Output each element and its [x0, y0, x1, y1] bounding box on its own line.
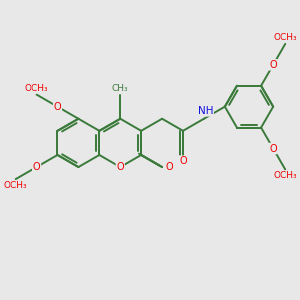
- Text: CH₃: CH₃: [112, 84, 129, 93]
- Text: OCH₃: OCH₃: [273, 33, 297, 42]
- Text: O: O: [116, 162, 124, 172]
- Text: OCH₃: OCH₃: [25, 84, 48, 93]
- Text: O: O: [269, 143, 277, 154]
- Text: NH: NH: [198, 106, 213, 116]
- Text: OCH₃: OCH₃: [4, 181, 28, 190]
- Text: O: O: [269, 60, 277, 70]
- Text: O: O: [165, 162, 173, 172]
- Text: O: O: [179, 156, 187, 166]
- Text: OCH₃: OCH₃: [273, 171, 297, 180]
- Text: O: O: [54, 102, 61, 112]
- Text: O: O: [33, 162, 41, 172]
